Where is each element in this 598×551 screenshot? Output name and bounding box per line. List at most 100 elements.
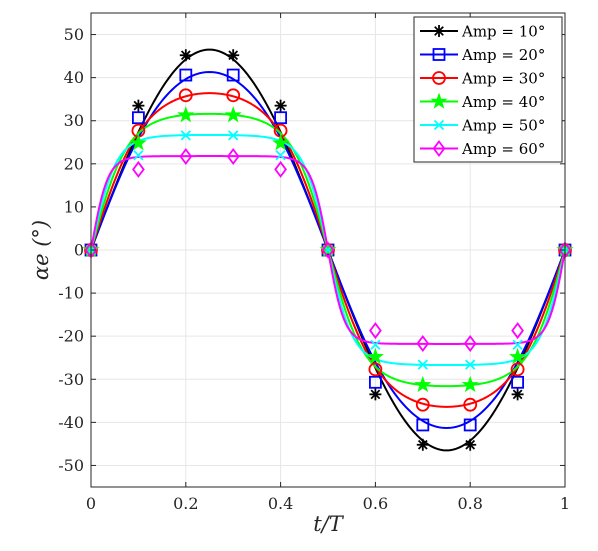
data-point bbox=[369, 322, 382, 340]
legend-label: Amp = 50° bbox=[461, 117, 545, 135]
data-point bbox=[129, 134, 147, 151]
data-point bbox=[464, 438, 477, 451]
marker-stroke bbox=[275, 150, 286, 161]
y-tick-label: -40 bbox=[58, 413, 84, 432]
marker-stroke bbox=[275, 100, 286, 111]
data-point bbox=[510, 362, 525, 377]
y-tick-label: 0 bbox=[74, 241, 84, 260]
marker-shape bbox=[179, 68, 193, 82]
marker-stroke bbox=[228, 130, 239, 141]
legend-marker bbox=[433, 25, 445, 37]
series-markers bbox=[82, 49, 574, 451]
marker-shape bbox=[416, 418, 430, 432]
marker-stroke bbox=[180, 50, 191, 61]
marker-shape bbox=[274, 111, 288, 125]
marker-shape bbox=[226, 68, 240, 82]
legend-label: Amp = 60° bbox=[461, 140, 545, 158]
data-point bbox=[370, 339, 381, 350]
legend-box bbox=[413, 16, 563, 163]
data-point bbox=[512, 339, 523, 350]
marker-shape bbox=[274, 160, 287, 178]
marker-stroke bbox=[512, 339, 523, 350]
data-point bbox=[511, 375, 524, 389]
y-tick-label: 10 bbox=[64, 197, 84, 216]
data-point bbox=[509, 347, 527, 365]
marker-shape bbox=[432, 71, 446, 85]
x-tick-label: 0.4 bbox=[268, 494, 293, 513]
marker-shape bbox=[415, 397, 430, 412]
marker-shape bbox=[132, 160, 145, 178]
data-point bbox=[274, 111, 288, 125]
data-point bbox=[228, 130, 239, 141]
marker-shape bbox=[226, 88, 241, 103]
y-axis-label: αe (°) bbox=[29, 220, 53, 280]
data-point bbox=[132, 99, 145, 112]
data-point bbox=[463, 397, 478, 412]
data-point bbox=[321, 241, 335, 259]
marker-stroke bbox=[133, 100, 144, 111]
marker-stroke bbox=[465, 359, 476, 370]
marker-shape bbox=[414, 375, 432, 393]
data-point bbox=[178, 88, 193, 103]
y-tick-label: 50 bbox=[64, 25, 84, 44]
marker-stroke bbox=[417, 439, 428, 450]
marker-shape bbox=[369, 322, 382, 340]
legend-entry: Amp = 40° bbox=[420, 92, 545, 111]
x-axis-label: t/T bbox=[313, 512, 345, 536]
x-tick-label: 1 bbox=[560, 494, 570, 513]
marker-shape bbox=[272, 134, 290, 151]
x-tick-label: 0 bbox=[86, 494, 96, 513]
data-point bbox=[180, 130, 191, 141]
marker-stroke bbox=[228, 50, 239, 61]
y-tick-label: -30 bbox=[58, 370, 84, 389]
marker-shape bbox=[131, 111, 145, 125]
marker-stroke bbox=[433, 119, 445, 131]
marker-shape bbox=[224, 106, 242, 123]
marker-shape bbox=[463, 335, 477, 353]
marker-shape bbox=[430, 92, 448, 109]
data-point bbox=[226, 68, 240, 82]
data-point bbox=[416, 438, 429, 451]
marker-shape bbox=[321, 241, 335, 259]
marker-stroke bbox=[370, 339, 381, 350]
data-point bbox=[465, 359, 476, 370]
y-tick-label: 20 bbox=[64, 154, 84, 173]
data-point bbox=[224, 106, 242, 123]
y-tick-label: 30 bbox=[64, 111, 84, 130]
marker-shape bbox=[463, 418, 477, 432]
data-point bbox=[275, 150, 286, 161]
marker-shape bbox=[509, 347, 527, 365]
marker-stroke bbox=[370, 389, 381, 400]
data-point bbox=[179, 147, 193, 165]
marker-stroke bbox=[180, 130, 191, 141]
legend-entry: Amp = 50° bbox=[420, 117, 545, 135]
data-point bbox=[369, 388, 382, 401]
marker-shape bbox=[226, 147, 240, 165]
data-point bbox=[274, 99, 287, 112]
legend-marker bbox=[433, 119, 445, 131]
legend-label: Amp = 40° bbox=[461, 93, 545, 111]
data-point bbox=[416, 335, 430, 353]
data-point bbox=[131, 111, 145, 125]
data-point bbox=[511, 388, 524, 401]
legend-marker bbox=[432, 71, 446, 85]
marker-shape bbox=[432, 48, 446, 61]
marker-shape bbox=[511, 322, 524, 340]
data-point bbox=[133, 150, 144, 161]
marker-shape bbox=[368, 362, 383, 377]
y-tick-label: -10 bbox=[58, 284, 84, 303]
marker-shape bbox=[179, 147, 193, 165]
legend-label: Amp = 20° bbox=[461, 46, 545, 64]
legend-marker bbox=[432, 48, 446, 61]
legend-entry: Amp = 30° bbox=[420, 70, 545, 88]
legend-entry: Amp = 60° bbox=[420, 140, 545, 158]
data-point bbox=[274, 160, 287, 178]
data-point bbox=[368, 375, 382, 389]
legend-marker bbox=[432, 140, 446, 157]
legend-entry: Amp = 10° bbox=[420, 23, 545, 41]
data-point bbox=[179, 49, 192, 62]
marker-shape bbox=[463, 397, 478, 412]
y-tick-label: -50 bbox=[58, 456, 84, 475]
legend-marker bbox=[430, 92, 448, 109]
